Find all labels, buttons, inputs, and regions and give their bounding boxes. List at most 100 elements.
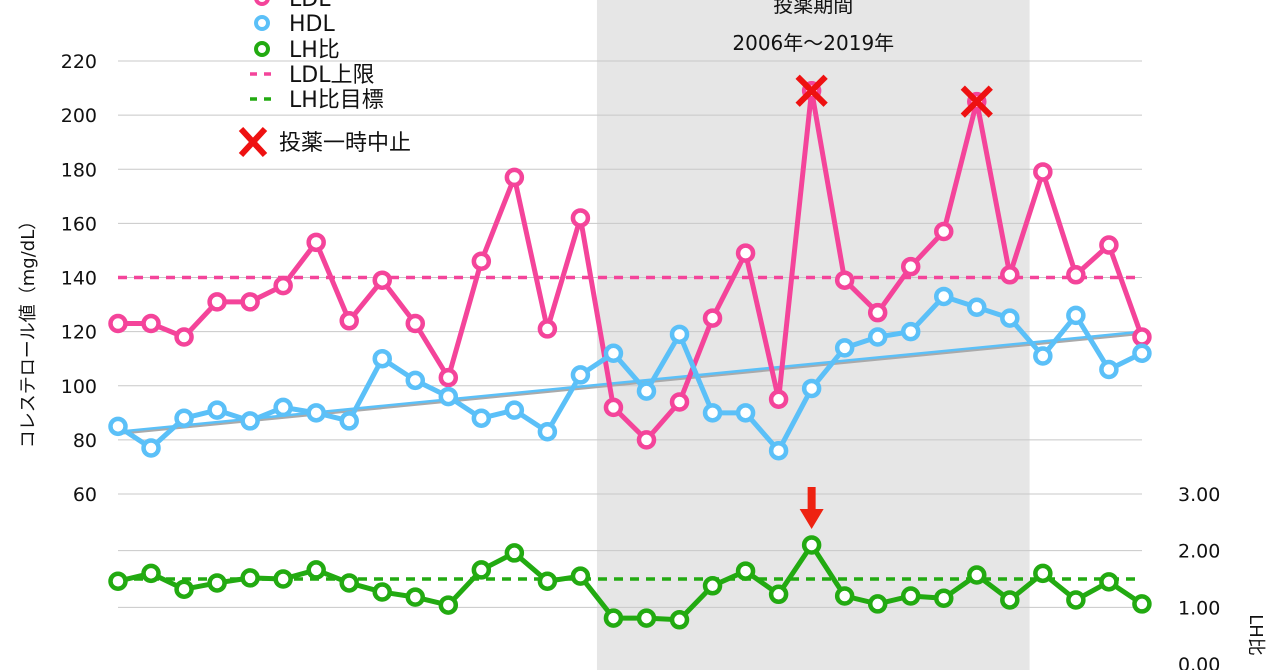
data-point xyxy=(768,389,789,410)
y-tick-label: 180 xyxy=(61,159,97,181)
data-point xyxy=(240,292,260,312)
data-point xyxy=(900,256,921,277)
data-point xyxy=(934,286,954,307)
arrow-down-icon xyxy=(799,487,824,529)
data-point xyxy=(108,416,128,437)
trendline-shadow xyxy=(117,332,1143,436)
data-point xyxy=(471,251,492,272)
data-point xyxy=(735,403,756,423)
data-point xyxy=(900,321,921,342)
data-point xyxy=(273,397,293,418)
y2-tick-label: 1.00 xyxy=(1178,597,1220,619)
data-point xyxy=(967,565,987,585)
data-point xyxy=(108,571,128,592)
data-point xyxy=(273,569,293,589)
data-point xyxy=(240,568,260,588)
data-point xyxy=(834,270,855,290)
data-point xyxy=(537,422,558,442)
data-point xyxy=(834,338,855,358)
y-tick-label: 140 xyxy=(61,268,97,290)
data-point xyxy=(603,397,624,418)
y2-axis-label: LH比 xyxy=(1245,614,1266,656)
legend-x-icon xyxy=(238,126,268,158)
data-point xyxy=(603,608,624,628)
data-point xyxy=(735,561,756,581)
data-point xyxy=(702,308,723,328)
data-point xyxy=(339,573,359,593)
legend-label: 投薬一時中止 xyxy=(279,131,411,156)
data-point xyxy=(174,408,194,428)
data-point xyxy=(867,327,888,347)
y-tick-label: 220 xyxy=(61,51,97,73)
data-point xyxy=(934,588,954,609)
data-point xyxy=(900,586,921,606)
data-point xyxy=(174,327,194,347)
legend: LDLHDLLH比LDL上限LH比目標投薬一時中止 xyxy=(238,0,411,158)
data-point xyxy=(405,587,426,607)
pause-marker-x xyxy=(795,74,828,107)
data-point xyxy=(1099,235,1119,255)
data-point xyxy=(702,403,723,423)
data-point xyxy=(372,270,392,290)
legend-marker xyxy=(254,0,270,6)
data-point xyxy=(537,319,558,339)
data-point xyxy=(372,348,392,369)
data-point xyxy=(934,221,954,242)
data-point xyxy=(1099,359,1119,380)
data-point xyxy=(801,378,822,399)
data-point xyxy=(669,392,690,412)
data-point xyxy=(372,582,392,602)
data-point xyxy=(141,313,161,334)
data-point xyxy=(504,400,525,420)
y-axis-label: コレステロール値（mg/dL） xyxy=(18,212,39,448)
legend-label: LDL上限 xyxy=(289,63,374,88)
data-point xyxy=(1132,327,1152,347)
data-point xyxy=(339,411,359,431)
data-point xyxy=(438,367,459,388)
data-point xyxy=(867,594,888,614)
period-range: 2006年〜2019年 xyxy=(732,31,894,55)
y-tick-label: 100 xyxy=(61,376,97,398)
data-point xyxy=(669,324,690,345)
legend-label: LDL xyxy=(289,0,331,12)
data-point xyxy=(339,311,359,331)
legend-label: LH比目標 xyxy=(289,88,384,113)
data-point xyxy=(306,232,326,253)
data-point xyxy=(141,438,161,458)
data-point xyxy=(1132,343,1152,364)
data-point xyxy=(1033,162,1053,182)
data-point xyxy=(1033,346,1053,366)
data-point xyxy=(669,610,690,630)
data-point xyxy=(1033,563,1053,584)
legend-label: HDL xyxy=(289,12,335,37)
data-point xyxy=(967,297,987,318)
data-point xyxy=(768,440,789,461)
data-point xyxy=(306,560,326,580)
data-point xyxy=(1000,308,1020,328)
data-point xyxy=(207,400,227,420)
data-point xyxy=(1066,590,1086,610)
data-point xyxy=(636,381,657,401)
y2-tick-label: 2.00 xyxy=(1178,541,1220,563)
data-point xyxy=(1066,305,1086,326)
data-point xyxy=(306,403,326,423)
data-point xyxy=(405,313,426,334)
data-point xyxy=(834,586,855,606)
data-point xyxy=(471,408,492,428)
legend-marker xyxy=(254,41,270,57)
data-point xyxy=(174,579,194,599)
data-point xyxy=(570,566,591,586)
data-point xyxy=(207,292,227,312)
pause-marker-x xyxy=(960,85,993,118)
data-point xyxy=(1132,594,1152,614)
data-point xyxy=(702,576,723,596)
data-point xyxy=(471,560,492,580)
data-point xyxy=(570,365,591,385)
data-point xyxy=(207,573,227,593)
data-point xyxy=(867,302,888,323)
data-point xyxy=(1066,265,1086,285)
y-tick-label: 120 xyxy=(61,322,97,344)
data-point xyxy=(405,370,426,391)
data-point xyxy=(141,563,161,584)
